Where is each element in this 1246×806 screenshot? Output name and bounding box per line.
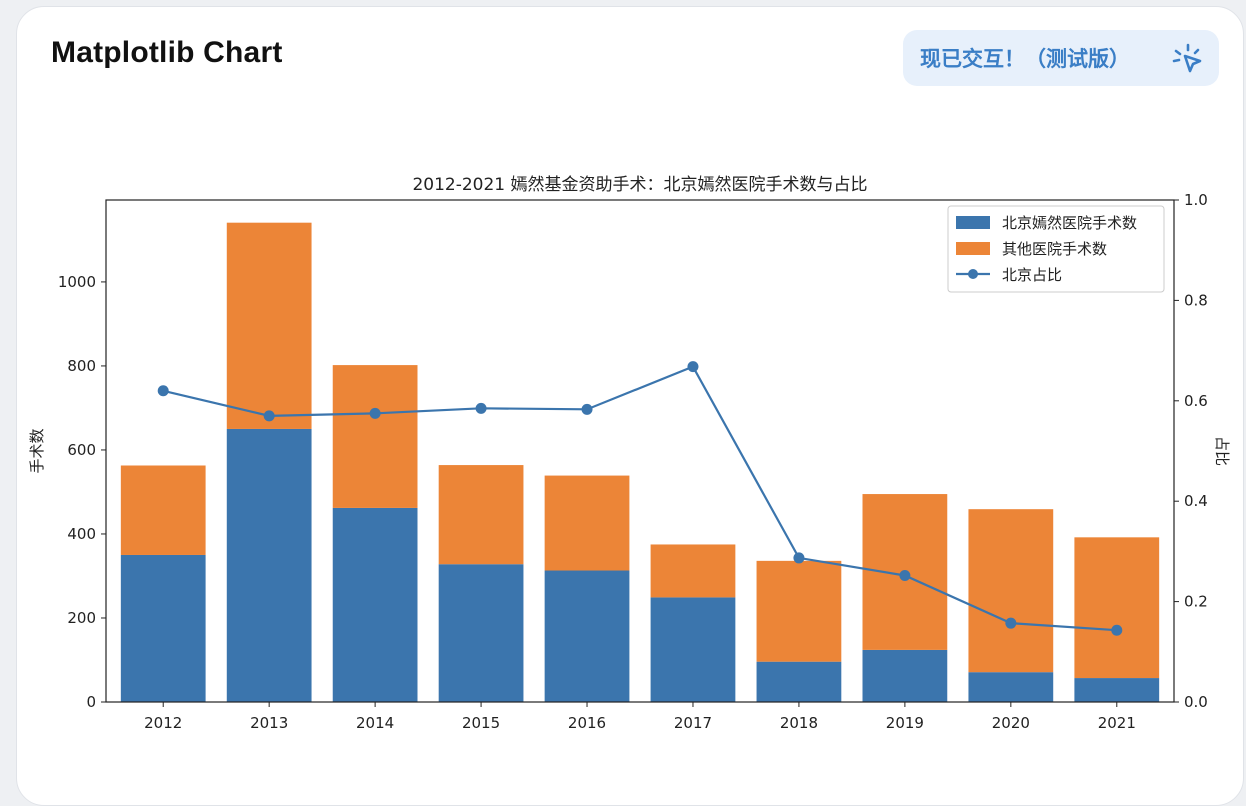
bar-other-2016: [544, 475, 630, 571]
x-tick-label: 2012: [144, 714, 182, 732]
bar-beijing-2021: [1074, 678, 1160, 702]
bar-other-2015: [438, 465, 524, 565]
y2-tick-label: 0.4: [1184, 492, 1208, 510]
x-tick-label: 2016: [568, 714, 606, 732]
legend-label-ratio: 北京占比: [1002, 266, 1062, 284]
y2-tick-label: 0.2: [1184, 593, 1208, 611]
ratio-point-2017: [687, 361, 699, 373]
x-tick-label: 2013: [250, 714, 288, 732]
bar-beijing-2013: [226, 428, 312, 702]
x-tick-label: 2015: [462, 714, 500, 732]
bar-beijing-2018: [756, 661, 842, 702]
legend-marker-ratio: [968, 269, 978, 279]
x-tick-label: 2018: [780, 714, 818, 732]
ratio-point-2021: [1111, 624, 1123, 636]
legend-label-other: 其他医院手术数: [1002, 240, 1107, 258]
x-tick-label: 2020: [992, 714, 1030, 732]
y-tick-label: 800: [67, 357, 96, 375]
ratio-point-2020: [1005, 617, 1017, 629]
ratio-point-2013: [263, 410, 275, 422]
interactive-beta-label: 现已交互！（测试版）: [920, 47, 1130, 71]
bar-beijing-2012: [120, 554, 206, 702]
chart-title: 2012-2021 嫣然基金资助手术：北京嫣然医院手术数与占比: [412, 175, 867, 195]
y-tick-label: 1000: [58, 273, 96, 291]
bar-other-2012: [120, 465, 206, 555]
y-tick-label: 400: [67, 525, 96, 543]
ratio-point-2015: [475, 402, 487, 414]
bar-beijing-2014: [332, 507, 418, 702]
legend-swatch-other: [956, 242, 990, 255]
x-tick-label: 2021: [1098, 714, 1136, 732]
plot-frame: [105, 199, 1175, 703]
ratio-line: [162, 365, 1117, 632]
bar-other-2014: [332, 365, 418, 508]
ratio-point-2014: [369, 407, 381, 419]
bar-beijing-2016: [544, 570, 630, 702]
x-tick-label: 2017: [674, 714, 712, 732]
y2-axis-label: 占比: [1213, 436, 1231, 466]
card-title: Matplotlib Chart: [51, 36, 283, 69]
legend-label-beijing: 北京嫣然医院手术数: [1002, 214, 1137, 232]
bar-other-2018: [756, 560, 842, 662]
bar-other-2017: [650, 544, 736, 598]
cursor-click-icon: [1172, 43, 1202, 73]
x-tick-label: 2019: [886, 714, 924, 732]
interactive-beta-button[interactable]: 现已交互！（测试版）: [903, 30, 1219, 86]
y-axis-label: 手术数: [28, 428, 46, 473]
ratio-point-2012: [157, 385, 169, 397]
bar-beijing-2017: [650, 597, 736, 702]
bar-beijing-2015: [438, 564, 524, 702]
y-tick-label: 200: [67, 609, 96, 627]
y2-tick-label: 1.0: [1184, 191, 1208, 209]
legend-swatch-beijing: [956, 216, 990, 229]
bar-other-2013: [226, 222, 312, 429]
bar-other-2020: [968, 509, 1054, 673]
y2-tick-label: 0.6: [1184, 392, 1208, 410]
x-tick-label: 2014: [356, 714, 394, 732]
ratio-point-2018: [793, 552, 805, 564]
ratio-point-2019: [899, 569, 911, 581]
combo-chart: 2012-2021 嫣然基金资助手术：北京嫣然医院手术数与占比 0 200 400 60…: [28, 175, 1231, 732]
y-tick-label: 600: [67, 441, 96, 459]
y2-tick-label: 0.0: [1184, 693, 1208, 711]
bar-beijing-2019: [862, 649, 948, 702]
bar-other-2021: [1074, 537, 1160, 679]
legend-box: [947, 205, 1165, 293]
y2-tick-label: 0.8: [1184, 291, 1208, 309]
bar-beijing-2020: [968, 672, 1054, 702]
y-tick-label: 0: [86, 693, 96, 711]
ratio-point-2016: [581, 403, 593, 415]
